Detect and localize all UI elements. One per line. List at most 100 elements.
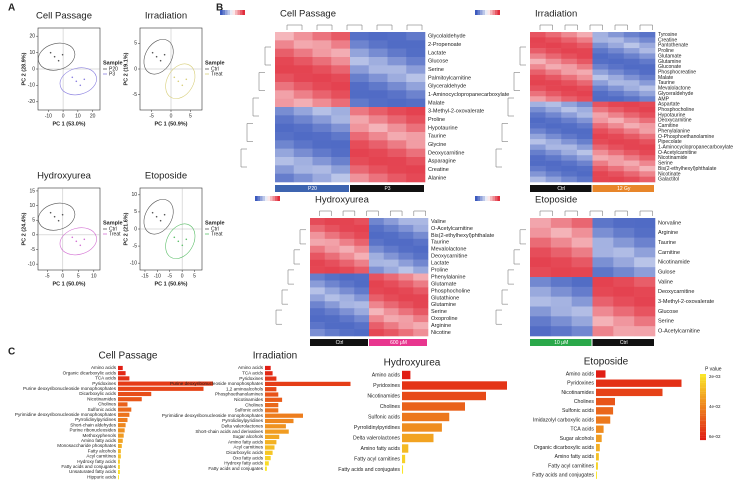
- heatmap-cell: [387, 148, 407, 158]
- heatmap-cell: [623, 85, 640, 92]
- bar: [265, 445, 275, 450]
- heatmap-cell: [592, 80, 609, 86]
- bar: [118, 454, 121, 459]
- row-label: Serine: [428, 67, 444, 73]
- bar-label: TCA acids: [570, 427, 594, 433]
- bar: [265, 387, 277, 392]
- heatmap-cell: [530, 133, 546, 140]
- color-key: [485, 196, 488, 201]
- panel-letter: B: [216, 3, 223, 14]
- heatmap-cell: [623, 32, 640, 38]
- heatmap-cell: [293, 48, 313, 58]
- heatmap-cell: [576, 133, 593, 140]
- bar-label: Acyl carnitines: [233, 445, 263, 450]
- heatmap-cell: [310, 231, 326, 240]
- heatmap-cell: [623, 128, 640, 135]
- bar-label: Hippuric acids: [87, 474, 117, 479]
- heatmap-cell: [592, 112, 609, 119]
- heatmap-cell: [639, 117, 656, 124]
- heatmap-cell: [634, 247, 656, 258]
- heatmap-cell: [339, 322, 355, 330]
- group-ellipse: [38, 202, 76, 231]
- color-key: [232, 10, 235, 15]
- heatmap-cell: [608, 32, 625, 38]
- x-tick-label: 10: [91, 273, 97, 279]
- group-ellipse: [143, 39, 174, 75]
- legend-title: Sample: [205, 60, 225, 66]
- bar-label: Acyl carnitines: [86, 454, 116, 459]
- heatmap-cell: [339, 231, 355, 240]
- heatmap-cell: [368, 157, 388, 166]
- bar: [265, 455, 271, 461]
- heatmap-cell: [623, 37, 640, 44]
- heatmap-cell: [561, 144, 578, 151]
- color-key: [492, 196, 495, 201]
- pvalue-label: 6e-02: [709, 434, 721, 439]
- heatmap-cell: [623, 90, 640, 97]
- heatmap-cell: [623, 139, 640, 145]
- dendrogram: [507, 97, 514, 117]
- heatmap-cell: [530, 117, 546, 124]
- bar-label: Hydroxy fatty acids: [77, 459, 117, 464]
- heatmap-cell: [354, 329, 370, 337]
- heatmap-cell: [310, 245, 326, 254]
- heatmap-cell: [608, 112, 625, 119]
- heatmap-cell: [324, 231, 340, 240]
- heatmap-cell: [576, 74, 593, 81]
- bar-label: Pyrrolidinylpyridines: [75, 417, 117, 422]
- heatmap-cell: [275, 98, 295, 108]
- heatmap-cell: [387, 40, 407, 49]
- pvalue-gradient: [700, 418, 706, 421]
- bar-label: Pyridoxines: [567, 381, 594, 387]
- color-key: [255, 196, 258, 201]
- heatmap-cell: [530, 171, 546, 177]
- heatmap-cell: [530, 128, 546, 135]
- heatmap-cell: [331, 165, 351, 174]
- heatmap-cell: [561, 42, 578, 49]
- heatmap-cell: [550, 277, 572, 288]
- pvalue-gradient: [700, 435, 706, 438]
- bar-label: Cholines: [574, 399, 595, 405]
- sample-point: [177, 80, 180, 83]
- bar-label: Purine deoxyribonucleoside monophosphate…: [23, 386, 117, 391]
- heatmap-cell: [571, 218, 593, 229]
- bar-chart-title: Hydroxyurea: [384, 358, 441, 369]
- bar-label: Cholines: [245, 402, 264, 407]
- heatmap-cell: [350, 65, 370, 74]
- heatmap-cell: [639, 80, 656, 86]
- heatmap-cell: [369, 259, 385, 267]
- heatmap-cell: [561, 48, 578, 54]
- bar-label: Fatty acids and conjugates: [61, 464, 116, 469]
- heatmap-cell: [310, 294, 326, 302]
- heatmap-cell: [413, 273, 429, 281]
- heatmap-cell: [561, 32, 578, 38]
- pvalue-gradient: [700, 409, 706, 412]
- heatmap-cell: [413, 287, 429, 295]
- bar: [402, 391, 486, 401]
- heatmap-cell: [623, 149, 640, 156]
- heatmap-cell: [310, 266, 326, 274]
- row-label: Hypotaurine: [428, 125, 458, 131]
- heatmap-cell: [324, 294, 340, 302]
- sample-point: [61, 213, 64, 216]
- heatmap-cell: [354, 301, 370, 309]
- heatmap-cell: [324, 245, 340, 254]
- sample-point: [83, 238, 86, 241]
- bar: [402, 402, 465, 411]
- heatmap-cell: [530, 247, 552, 258]
- color-key: [482, 196, 485, 201]
- sample-point: [49, 51, 52, 54]
- heatmap-cell: [550, 237, 572, 248]
- bar-label: Purine ribonucleosides: [70, 428, 117, 433]
- bar-label: TCA acids: [95, 376, 117, 381]
- heatmap-cell: [592, 218, 614, 229]
- heatmap-cell: [324, 259, 340, 267]
- heatmap-cell: [293, 57, 313, 66]
- color-key: [240, 10, 243, 15]
- heatmap-cell: [398, 294, 414, 302]
- heatmap-cell: [387, 140, 407, 149]
- bar: [265, 381, 351, 387]
- heatmap-cell: [634, 227, 656, 238]
- heatmap-cell: [545, 123, 562, 129]
- heatmap-cell: [406, 157, 426, 166]
